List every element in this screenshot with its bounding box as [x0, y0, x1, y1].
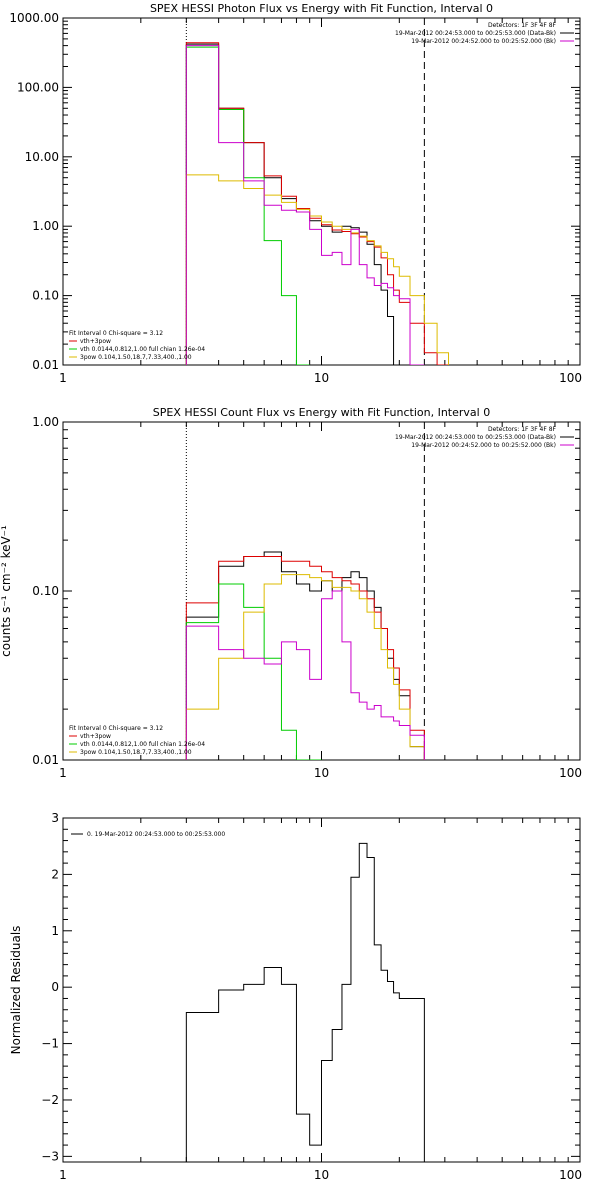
- legend-top-left-entry: 0. 19-Mar-2012 00:24:53.000 to 00:25:53.…: [87, 831, 225, 838]
- histogram-series-2: [185, 46, 310, 365]
- x-tick-label: 100: [559, 1168, 582, 1182]
- x-tick-label: 100: [559, 766, 582, 780]
- histogram-series-1: [185, 42, 449, 365]
- y-tick-label: 10.00: [25, 150, 59, 164]
- histogram-series-4: [185, 45, 425, 365]
- legend-bottom-left-entry: vth 0.0144,0.812,1.00 full chian 1.26e-0…: [80, 346, 205, 353]
- chart-panel-0: SPEX HESSI Photon Flux vs Energy with Fi…: [9, 2, 582, 385]
- y-axis-label: counts s⁻¹ cm⁻² keV⁻¹: [0, 525, 13, 657]
- plot-frame: [62, 817, 581, 1163]
- y-tick-label: 1000.00: [9, 11, 59, 25]
- y-tick-label: 0.01: [32, 358, 59, 372]
- x-tick-label: 10: [314, 766, 329, 780]
- y-axis-label: Normalized Residuals: [9, 926, 23, 1055]
- y-tick-label: 1.00: [32, 219, 59, 233]
- y-tick-label: 1: [51, 924, 59, 938]
- x-tick-label: 1: [59, 766, 67, 780]
- legend-top-right-entry: Detectors: 1F 3F 4F 8F: [488, 22, 557, 29]
- y-tick-label: 0.01: [32, 753, 59, 767]
- histogram-series-3: [185, 174, 450, 365]
- y-tick-label: −2: [41, 1093, 59, 1107]
- x-tick-label: 10: [314, 1168, 329, 1182]
- y-tick-label: 3: [51, 811, 59, 825]
- y-tick-label: 0: [51, 980, 59, 994]
- y-tick-label: 1.00: [32, 415, 59, 429]
- chart-panel-1: SPEX HESSI Count Flux vs Energy with Fit…: [0, 406, 582, 780]
- histogram-series-4: [185, 590, 425, 760]
- y-tick-label: −1: [41, 1037, 59, 1051]
- legend-top-right-entry: 19-Mar-2012 00:24:52.000 to 00:25:52.000…: [411, 38, 556, 45]
- plot-frame: [62, 17, 581, 366]
- y-tick-label: 0.10: [32, 289, 59, 303]
- y-tick-label: 0.10: [32, 584, 59, 598]
- legend-bottom-left-entry: Fit Interval 0 Chi-square = 3.12: [69, 330, 163, 337]
- chart-title: SPEX HESSI Count Flux vs Energy with Fit…: [153, 406, 490, 419]
- legend-bottom-left-entry: vth+3pow: [80, 338, 111, 345]
- legend-top-right-entry: 19-Mar-2012 00:24:53.000 to 00:25:53.000…: [395, 30, 556, 37]
- legend-bottom-left-entry: 3pow 0.104,1.50,18.7,7.33,400.,1.00: [80, 749, 192, 756]
- y-tick-label: 2: [51, 867, 59, 881]
- histogram-series-2: [185, 583, 322, 760]
- histogram-series-1: [185, 556, 425, 760]
- legend-bottom-left-entry: vth+3pow: [80, 733, 111, 740]
- histogram-series-3: [185, 574, 425, 760]
- legend-bottom-left-entry: 3pow 0.104,1.50,18.7,7.33,400.,1.00: [80, 354, 192, 361]
- y-tick-label: 100.00: [17, 80, 59, 94]
- x-tick-label: 1: [59, 1168, 67, 1182]
- chart-title: SPEX HESSI Photon Flux vs Energy with Fi…: [150, 2, 493, 15]
- histogram-series-0: [185, 842, 425, 1162]
- legend-bottom-left-entry: vth 0.0144,0.812,1.00 full chian 1.26e-0…: [80, 741, 205, 748]
- histogram-series-0: [185, 43, 395, 365]
- legend-top-right-entry: 19-Mar-2012 00:24:52.000 to 00:25:52.000…: [411, 442, 556, 449]
- x-tick-label: 100: [559, 371, 582, 385]
- histogram-series-0: [185, 551, 425, 760]
- legend-bottom-left-entry: Fit Interval 0 Chi-square = 3.12: [69, 725, 163, 732]
- x-tick-label: 10: [314, 371, 329, 385]
- legend-top-right-entry: 19-Mar-2012 00:24:53.000 to 00:25:53.000…: [395, 434, 556, 441]
- y-tick-label: −3: [41, 1149, 59, 1163]
- x-tick-label: 1: [59, 371, 67, 385]
- legend-top-right-entry: Detectors: 1F 3F 4F 8F: [488, 426, 557, 433]
